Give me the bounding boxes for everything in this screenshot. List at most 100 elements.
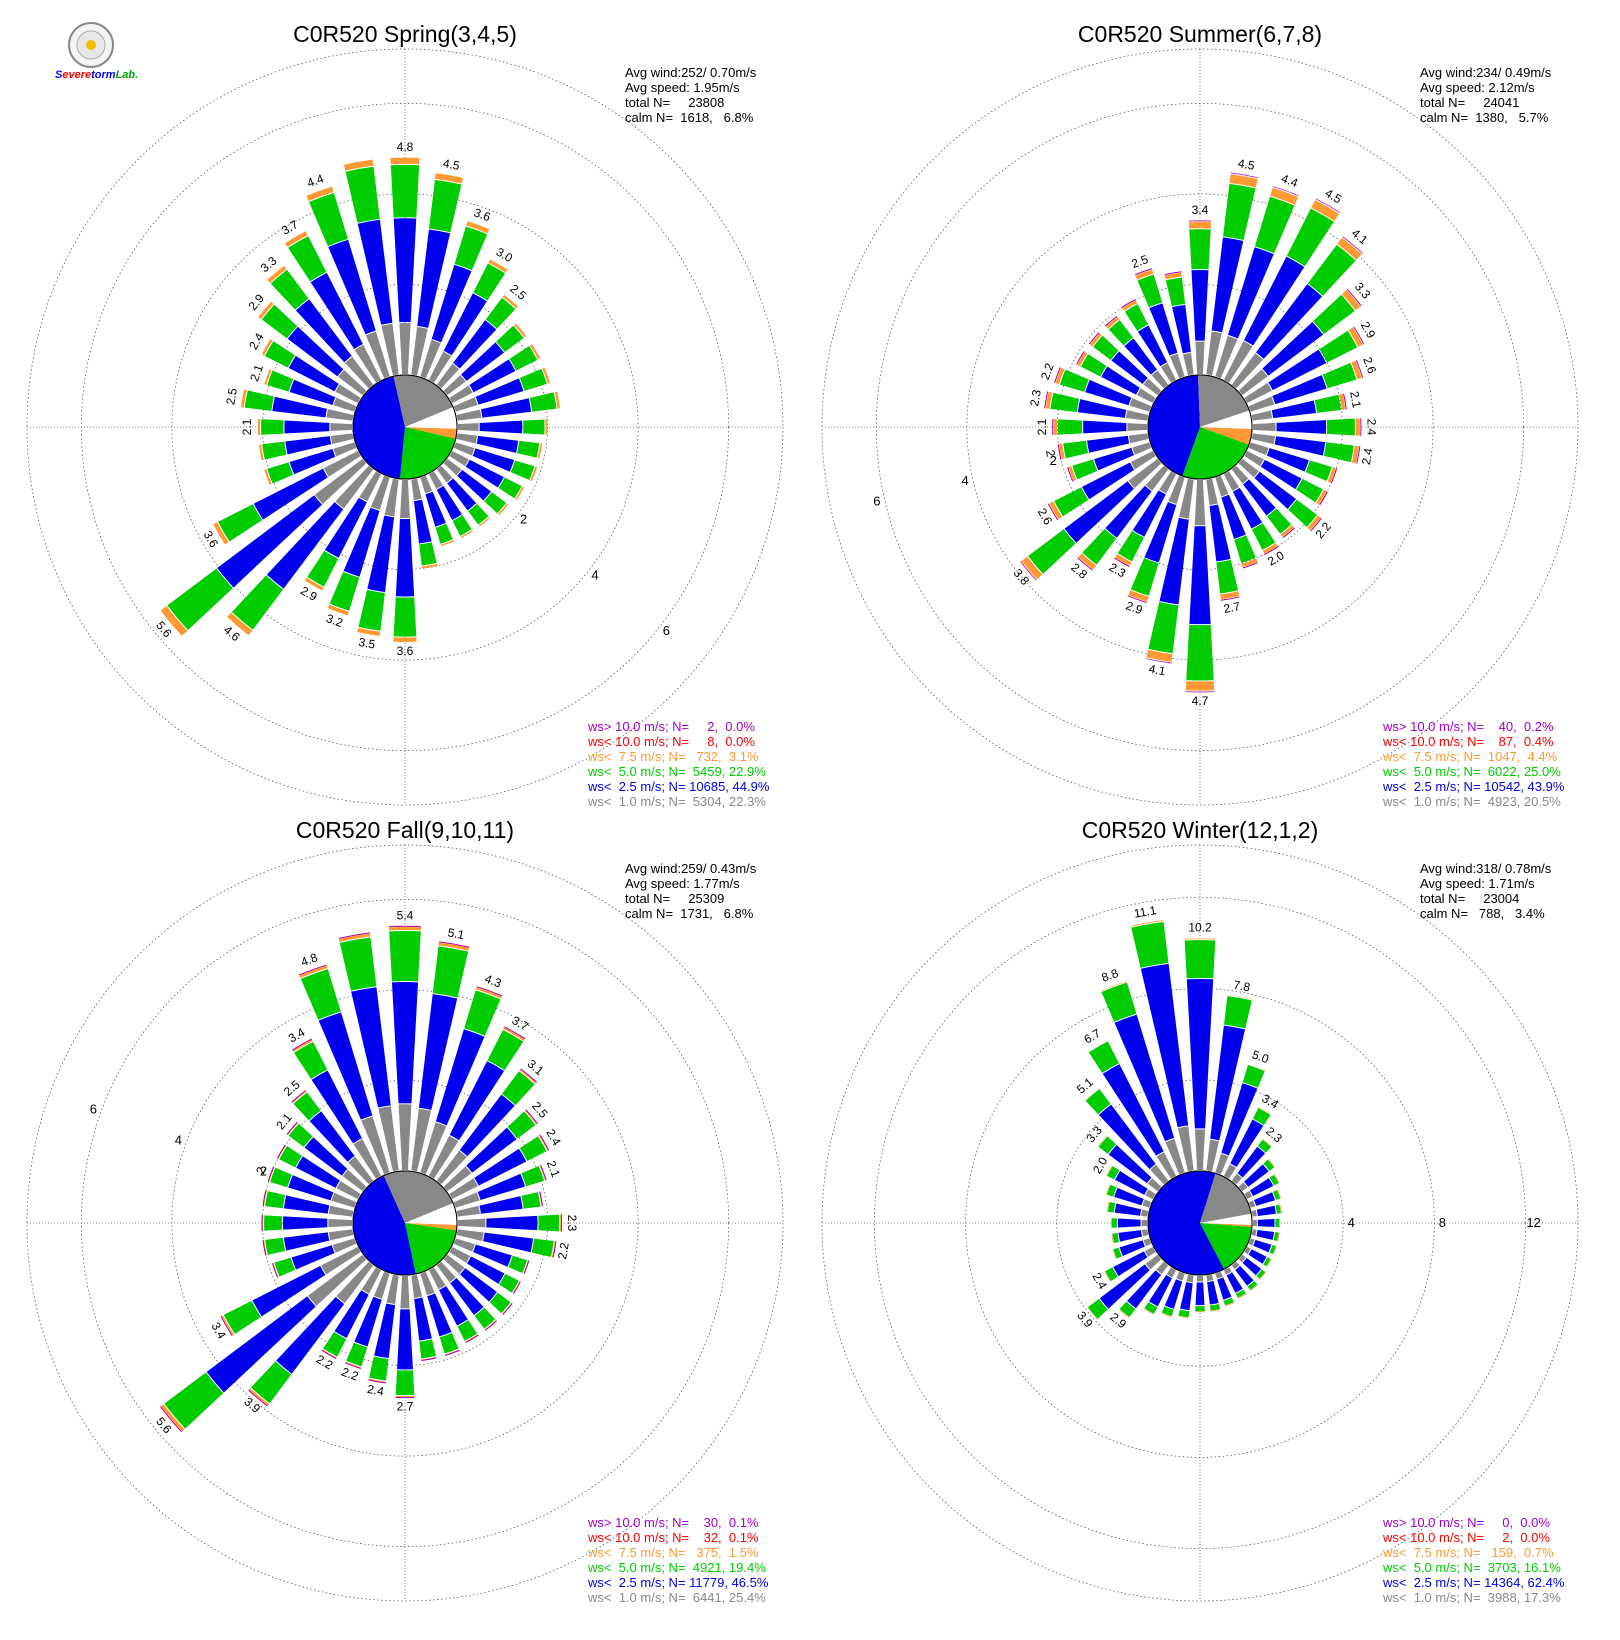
direction-bar-40: 4.1 [1231, 226, 1371, 389]
bar-label: 3.4 [1259, 1091, 1281, 1112]
bar-segment [1106, 1201, 1110, 1212]
direction-bar-70 [1248, 1189, 1282, 1208]
bar-segment [1266, 1258, 1272, 1267]
bar-segment [1137, 325, 1168, 367]
bar-segment [439, 1332, 459, 1354]
bar-segment [395, 518, 415, 597]
bar-segment [1047, 503, 1058, 521]
bar-segment [262, 441, 287, 460]
info-line: total N= 23004 [1420, 891, 1519, 906]
bar-segment [1130, 920, 1164, 927]
bar-segment [1276, 420, 1327, 434]
direction-bar-310 [1088, 332, 1162, 396]
bar-segment [249, 1388, 270, 1406]
bar-segment [288, 1123, 313, 1148]
bar-label: 3.0 [494, 245, 516, 266]
bar-segment [1044, 391, 1048, 409]
bar-segment [393, 218, 417, 323]
bar-segment [452, 515, 472, 536]
bar-segment [1288, 499, 1318, 527]
bar-segment [524, 1110, 537, 1125]
bar-segment [395, 1370, 415, 1396]
lab-logo: SeveretormLab. [55, 22, 138, 81]
panel-title: C0R520 Fall(9,10,11) [296, 817, 514, 843]
ring-label: 2 [520, 512, 527, 527]
bar-segment [1282, 527, 1295, 539]
bar-segment [397, 1309, 413, 1370]
bar-segment [1108, 320, 1133, 346]
bar-segment [1322, 362, 1357, 389]
bar-segment [1195, 1311, 1205, 1313]
direction-bar-230: 3.8 [1011, 458, 1162, 588]
bar-segment [502, 1303, 513, 1315]
bar-segment [365, 331, 390, 379]
hub-outline [1147, 1170, 1253, 1276]
bar-segment [1314, 394, 1342, 413]
hub-slice [353, 376, 405, 479]
bar-segment [531, 1238, 554, 1257]
bar-segment [1195, 341, 1205, 375]
bar-segment [1263, 1159, 1275, 1171]
bar-segment [345, 166, 380, 223]
bar-segment [1104, 1271, 1111, 1282]
bar-segment [413, 499, 432, 544]
ring-label: 4 [591, 567, 598, 582]
bar-segment [1355, 360, 1363, 378]
direction-bar-160 [1215, 475, 1259, 569]
bar-segment [343, 159, 374, 171]
bar-segment [411, 1274, 423, 1298]
bar-segment [421, 1357, 437, 1361]
bar-segment [428, 1135, 459, 1179]
bar-segment [1097, 1135, 1108, 1147]
bar-segment [417, 229, 451, 328]
bar-segment [538, 1191, 542, 1207]
hub-slice [405, 1203, 457, 1225]
bar-segment [400, 479, 410, 519]
bar-segment [420, 339, 441, 379]
bar-segment [523, 419, 545, 435]
bar-segment [1172, 304, 1191, 354]
bar-segment [1319, 330, 1358, 363]
bar-segment [1101, 982, 1137, 1022]
bar-segment [1082, 528, 1117, 565]
bar-segment [456, 433, 478, 444]
bar-segment [1316, 489, 1327, 505]
bar-segment [1215, 1153, 1229, 1175]
bar-segment [486, 1215, 538, 1231]
bar-segment [1143, 1308, 1154, 1315]
direction-bar-290: 2.2 [1038, 361, 1152, 412]
bar-segment [443, 458, 462, 476]
bar-segment [484, 1320, 497, 1330]
bar-segment [509, 346, 538, 371]
bar-segment [1178, 1315, 1189, 1319]
bar-segment [1132, 442, 1152, 455]
direction-bar-240: 2.6 [1035, 450, 1156, 527]
direction-bar-310: 3.3 [1084, 1123, 1162, 1192]
bar-segment [1252, 1108, 1271, 1125]
bar-segment [1319, 491, 1328, 506]
bar-segment [324, 497, 367, 558]
bar-segment [1127, 423, 1148, 431]
bar-segment [530, 466, 538, 482]
bar-segment [374, 1303, 396, 1359]
ring-4 [1056, 1079, 1344, 1367]
bar-segment [1238, 1254, 1246, 1263]
bar-segment [485, 297, 516, 329]
bar-segment [514, 323, 527, 338]
direction-bar-30: 4.5 [1223, 186, 1344, 383]
direction-bar-90 [1252, 1218, 1281, 1228]
ring-label: 6 [873, 494, 880, 509]
bar-segment [262, 1190, 267, 1206]
direction-bar-130 [443, 1254, 513, 1315]
bar-segment [1067, 467, 1074, 482]
bar-segment [353, 1139, 382, 1179]
direction-bar-150 [428, 471, 473, 538]
bar-segment [273, 1262, 279, 1278]
bar-segment [473, 1244, 512, 1267]
bar-segment [1160, 363, 1177, 383]
legend-entry: ws< 1.0 m/s; N= 3988, 17.3% [1382, 1590, 1561, 1605]
bar-segment [428, 351, 452, 383]
bar-segment [435, 1029, 485, 1126]
direction-bar-140 [436, 465, 491, 527]
bar-segment [1215, 475, 1229, 497]
